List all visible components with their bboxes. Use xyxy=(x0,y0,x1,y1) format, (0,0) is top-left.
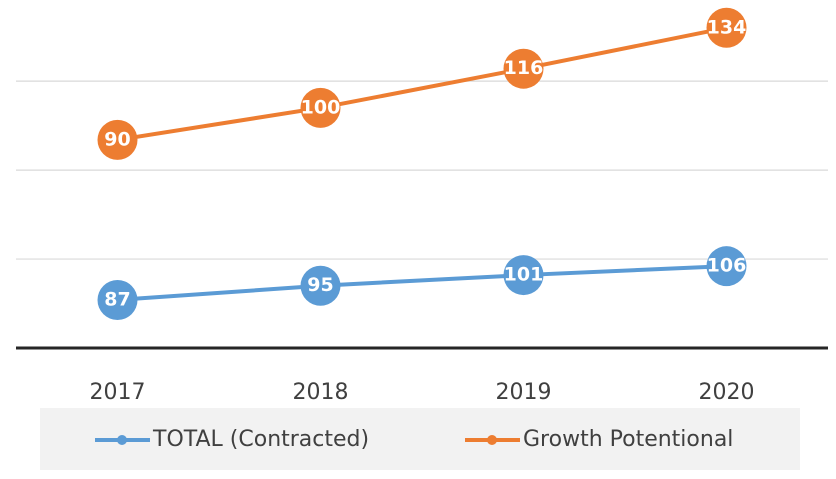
marker xyxy=(503,48,544,89)
x-tick-label: 2020 xyxy=(699,380,755,405)
marker xyxy=(97,279,138,320)
legend-marker xyxy=(487,435,497,445)
x-tick-label: 2017 xyxy=(90,380,146,405)
marker xyxy=(503,255,544,296)
data-label: 134 xyxy=(707,16,747,38)
data-label: 106 xyxy=(707,255,747,277)
x-tick-label: 2018 xyxy=(293,380,349,405)
marker xyxy=(706,246,747,287)
series-line xyxy=(117,25,727,142)
marker xyxy=(300,87,341,128)
data-label: 95 xyxy=(307,274,333,296)
data-label: 101 xyxy=(504,264,544,286)
legend-box xyxy=(40,408,800,470)
marker xyxy=(97,119,138,160)
series-line xyxy=(117,264,727,302)
data-label: 87 xyxy=(104,288,130,310)
marker xyxy=(300,265,341,306)
legend-label: TOTAL (Contracted) xyxy=(152,427,369,452)
marker xyxy=(706,7,747,48)
x-tick-label: 2019 xyxy=(496,380,552,405)
data-label: 90 xyxy=(104,128,130,150)
legend-label: Growth Potentional xyxy=(523,427,733,452)
legend-marker xyxy=(117,435,127,445)
data-label: 100 xyxy=(301,96,341,118)
data-label: 116 xyxy=(504,57,544,79)
